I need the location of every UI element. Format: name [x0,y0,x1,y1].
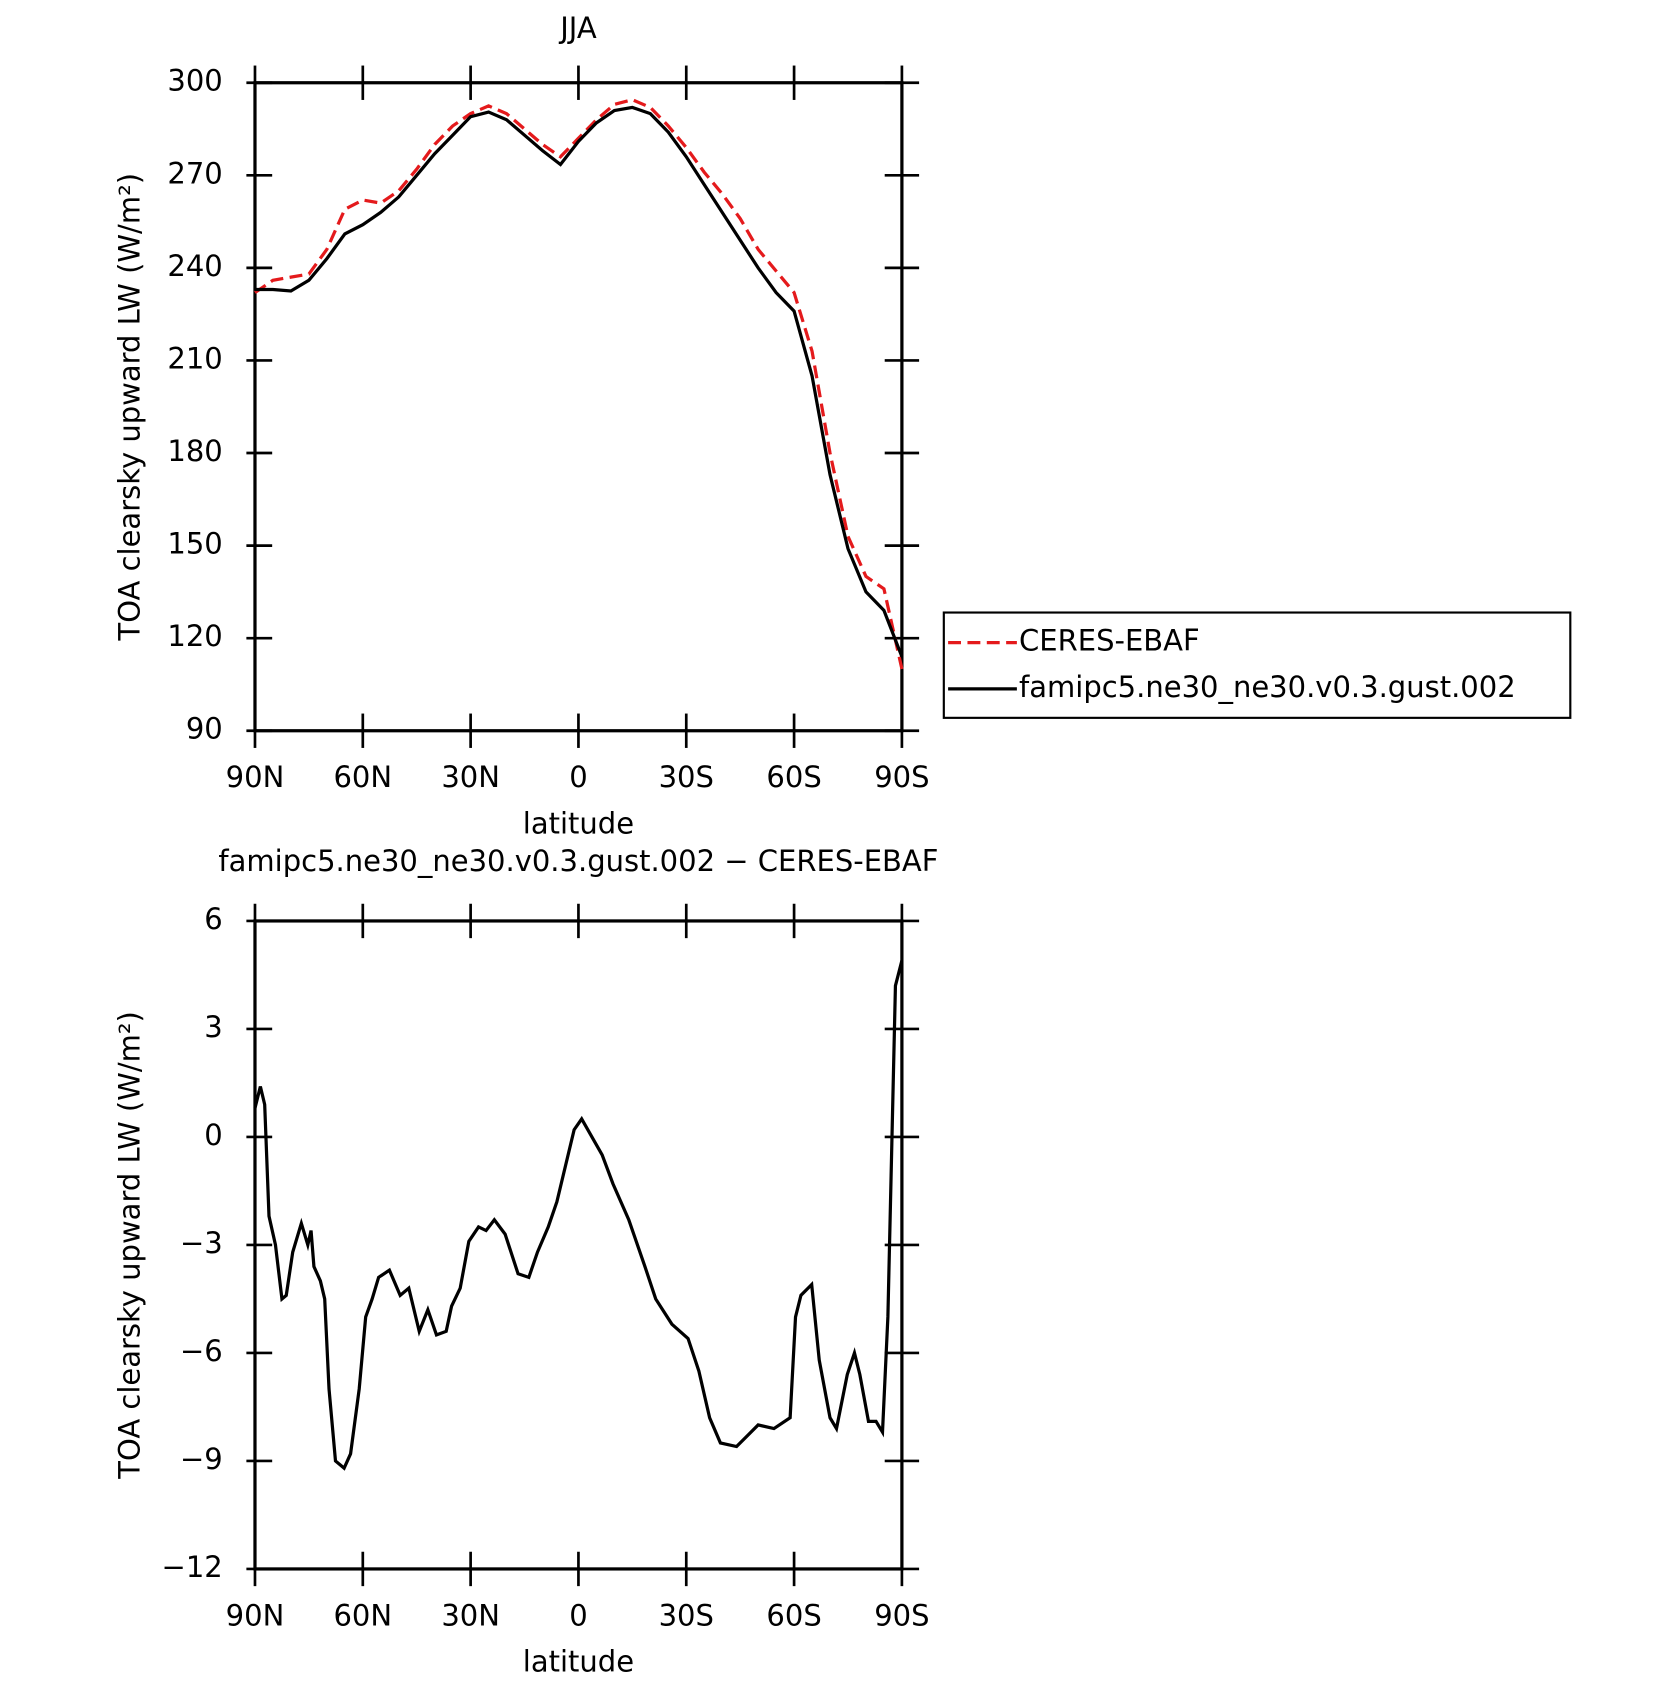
y-tick-label: 0 [204,1118,222,1152]
x-tick-label: 0 [569,760,587,794]
y-tick-label: 180 [167,434,222,468]
chart-title: JJA [558,11,597,45]
y-tick-label: 120 [167,619,222,653]
x-axis-label: latitude [523,806,634,840]
data-line [253,960,904,1471]
y-axis-label: TOA clearsky upward LW (W/m²) [112,173,146,642]
y-tick-label: 300 [167,64,222,98]
y-tick-label: 3 [204,1010,222,1044]
x-tick-label: 90S [874,1598,929,1632]
y-tick-label: 270 [167,156,222,190]
x-axis-label: latitude [523,1645,634,1679]
y-tick-label: −12 [162,1550,223,1584]
x-tick-label: 90N [226,1598,285,1632]
x-tick-label: 0 [569,1598,587,1632]
y-tick-label: 240 [167,249,222,283]
x-tick-label: 90S [874,760,929,794]
legend-box [942,611,1572,719]
y-tick-label: −3 [180,1226,223,1260]
y-tick-label: −6 [180,1334,223,1368]
plot-frame [253,919,904,1571]
data-line [254,98,904,670]
legend-label: CERES-EBAF [1019,624,1200,658]
y-axis-label: TOA clearsky upward LW (W/m²) [112,1011,146,1480]
x-tick-label: 60N [333,760,392,794]
y-tick-label: 6 [204,902,222,936]
x-tick-label: 30N [441,760,500,794]
legend-label: famipc5.ne30_ne30.v0.3.gust.002 [1019,670,1516,704]
x-tick-label: 60S [766,1598,821,1632]
x-tick-label: 90N [226,760,285,794]
chart-title: famipc5.ne30_ne30.v0.3.gust.002 − CERES-… [218,844,938,878]
y-tick-label: 210 [167,341,222,375]
x-tick-label: 30S [659,760,714,794]
y-tick-label: 150 [167,527,222,561]
x-tick-label: 60N [333,1598,392,1632]
x-tick-label: 60S [766,760,821,794]
x-tick-label: 30S [659,1598,714,1632]
x-tick-label: 30N [441,1598,500,1632]
plot-frame [253,81,904,733]
y-tick-label: 90 [186,712,223,746]
y-tick-label: −9 [180,1442,223,1476]
data-line [254,105,904,658]
